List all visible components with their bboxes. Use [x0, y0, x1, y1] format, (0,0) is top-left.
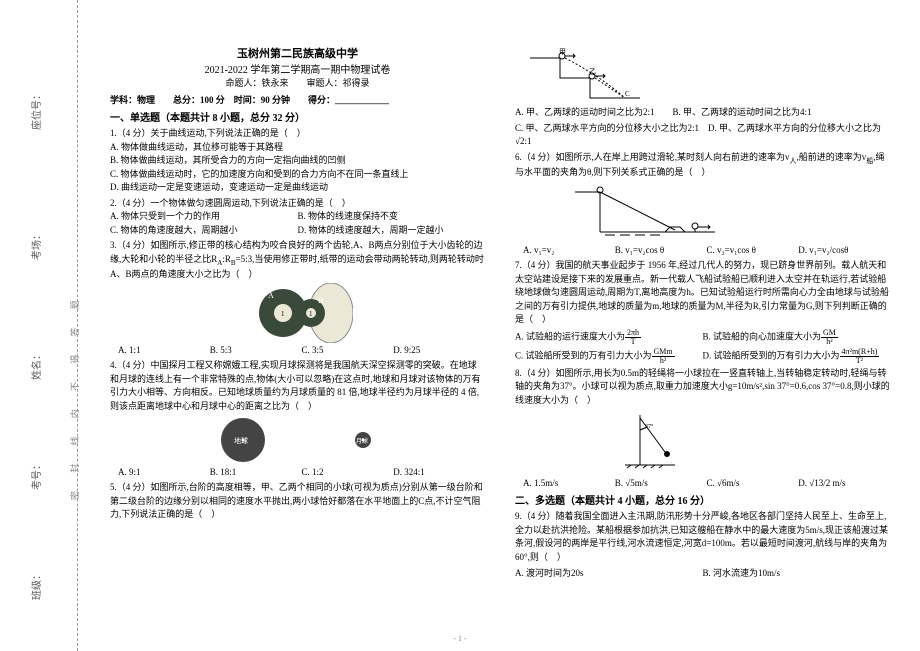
tape-figure: A B 1 1 — [243, 283, 353, 343]
q2-c: C. 物体的角速度越大，周期越小 — [110, 224, 298, 238]
q5r-cd: C. 甲、乙两球水平方向的分位移大小之比为2:1 D. 甲、乙两球水平方向的分位… — [515, 122, 890, 149]
q3-b: B. 5:3 — [210, 345, 302, 355]
binding-label-seat: 座位号： — [28, 90, 43, 130]
q4-b: B. 18:1 — [210, 467, 302, 477]
q6-b: B. v₁=v₂cos θ — [615, 245, 707, 255]
q7-ab: A. 试验船的运行速度大小为2πhT B. 试验船的向心加速度大小为GMh² — [515, 329, 890, 346]
q6-c: C. v₂=v₁cos θ — [707, 245, 799, 255]
svg-text:甲: 甲 — [559, 48, 566, 56]
svg-text:B: B — [318, 296, 323, 305]
q1-c: C. 物体做曲线运动时，它的加速度方向和受到的合力方向不在同一条直线上 — [110, 168, 485, 182]
q9-stem: 9.（4 分）随着我国全面进入主汛期,防汛形势十分严峻,各地区各部门坚持人民至上… — [515, 511, 888, 562]
q1-a: A. 物体做曲线运动，其位移可能等于其路程 — [110, 141, 485, 155]
q1: 1.（4 分）关于曲线运动,下列说法正确的是（ ） A. 物体做曲线运动，其位移… — [110, 127, 485, 195]
school-name: 玉树州第二民族高级中学 — [110, 45, 485, 61]
q2-b: B. 物体的线速度保持不变 — [298, 210, 486, 224]
q8-b: B. √5m/s — [615, 478, 707, 488]
q6: 6.（4 分）如图所示,人在岸上用跨过滑轮,某时刻人向右前进的速率为v人,船前进… — [515, 151, 890, 180]
page-number: - 1 - — [453, 634, 466, 643]
boat-figure — [575, 182, 715, 242]
pendulum-figure: 37° — [615, 410, 685, 475]
q5r-ab: A. 甲、乙两球的运动时间之比为2:1 B. 甲、乙两球的运动时间之比为4:1 — [515, 106, 890, 120]
page-left: 玉树州第二民族高级中学 2021-2022 学年第二学期高一期中物理试卷 命题人… — [105, 40, 490, 600]
q6-opts: A. v₁=v₂ B. v₁=v₂cos θ C. v₂=v₁cos θ D. … — [523, 245, 890, 255]
subject-info: 学科：物理 总分：100 分 时间：90 分钟 得分：____________ — [110, 93, 485, 106]
q3-a: A. 1:1 — [118, 345, 210, 355]
q3: 3.（4 分）如图所示,修正带的核心结构为咬合良好的两个齿轮,A、B两点分别位于… — [110, 239, 485, 281]
q4-stem: 4.（4 分）中国探月工程又称嫦娥工程,实现月球探测将是我国航天深空探测零的突破… — [110, 360, 481, 411]
page-right: 甲 乙 C A. 甲、乙两球的运动时间之比为2:1 B. 甲、乙两球的运动时间之… — [510, 40, 895, 600]
seal-line-text: 密 封 线 内 不 得 答 题 — [68, 292, 81, 500]
binding-margin: 班级： 考号： 姓名： 考场： 座位号： 密 封 线 内 不 得 答 题 — [18, 0, 78, 651]
q4-d: D. 324:1 — [393, 467, 485, 477]
q7-cd: C. 试验船所受到的万有引力大小为GMmh² D. 试验船所受到的万有引力大小为… — [515, 348, 890, 365]
q3-c: C. 3:5 — [302, 345, 394, 355]
q9-a: A. 渡河时间为20s — [515, 566, 703, 579]
exam-title: 2021-2022 学年第二学期高一期中物理试卷 — [110, 61, 485, 76]
section2-title: 二、多选题（本题共计 4 小题，总分 16 分） — [515, 492, 890, 507]
svg-text:37°: 37° — [645, 423, 654, 430]
q8-stem: 8.（4 分）如图所示,用长为0.5m的轻绳将一小球拉在一竖直转轴上,当转轴稳定… — [515, 368, 890, 405]
q4-c: C. 1:2 — [302, 467, 394, 477]
q8-opts: A. 1.5m/s B. √5m/s C. √6m/s D. √13/2 m/s — [523, 478, 890, 488]
q1-stem: 1.（4 分）关于曲线运动,下列说法正确的是（ ） — [110, 127, 485, 141]
q2-a: A. 物体只受到一个力的作用 — [110, 210, 298, 224]
title-block: 玉树州第二民族高级中学 2021-2022 学年第二学期高一期中物理试卷 命题人… — [110, 45, 485, 89]
q3-d: D. 9:25 — [393, 345, 485, 355]
q1-b: B. 物体做曲线运动，其所受合力的方向一定指向曲线的凹侧 — [110, 154, 485, 168]
q2: 2.（4 分）一个物体做匀速圆周运动,下列说法正确的是（ ） A. 物体只受到一… — [110, 197, 485, 238]
binding-label-id: 考号： — [28, 460, 43, 490]
binding-label-name: 姓名： — [28, 350, 43, 380]
svg-text:1: 1 — [309, 310, 313, 318]
section1-title: 一、单选题（本题共计 8 小题，总分 32 分） — [110, 109, 485, 124]
author-line: 命题人：铁永来 审题人：祁得录 — [110, 76, 485, 89]
q4: 4.（4 分）中国探月工程又称嫦娥工程,实现月球探测将是我国航天深空探测零的突破… — [110, 359, 485, 413]
q2-d: D. 物体的线速度越大，周期一定越小 — [298, 224, 486, 238]
q8-a: A. 1.5m/s — [523, 478, 615, 488]
q6-s2: ,船前进的速率为v — [797, 152, 867, 162]
binding-label-class: 班级： — [28, 570, 43, 600]
binding-label-room: 考场： — [28, 230, 43, 260]
q1-d: D. 曲线运动一定是变速运动，变速运动一定是曲线运动 — [110, 181, 485, 195]
q8: 8.（4 分）如图所示,用长为0.5m的轻绳将一小球拉在一竖直转轴上,当转轴稳定… — [515, 367, 890, 408]
q6-d: D. v₁=v₂/cosθ — [798, 245, 890, 255]
q3-opts: A. 1:1 B. 5:3 C. 3:5 D. 9:25 — [118, 345, 485, 355]
q8-d: D. √13/2 m/s — [798, 478, 890, 488]
q6-s1: 6.（4 分）如图所示,人在岸上用跨过滑轮,某时刻人向右前进的速率为v — [515, 152, 790, 162]
svg-text:C: C — [625, 90, 630, 98]
q7: 7.（4 分）我国的航天事业起步于 1956 年,经过几代人的努力，现已跻身世界… — [515, 259, 890, 327]
q9: 9.（4 分）随着我国全面进入主汛期,防汛形势十分严峻,各地区各部门坚持人民至上… — [515, 510, 890, 564]
q5-stem: 5.（4 分）如图所示,台阶的高度相等，甲、乙两个相同的小球(可视为质点)分别从… — [110, 482, 483, 519]
svg-text:乙: 乙 — [589, 68, 596, 76]
svg-text:1: 1 — [281, 310, 285, 318]
q9-ab: A. 渡河时间为20s B. 河水流速为10m/s — [515, 566, 890, 579]
planets-figure: 地球 月球 — [208, 415, 388, 465]
steps-figure: 甲 乙 C — [525, 48, 645, 103]
q4-a: A. 9:1 — [118, 467, 210, 477]
q8-c: C. √6m/s — [707, 478, 799, 488]
q2-stem: 2.（4 分）一个物体做匀速圆周运动,下列说法正确的是（ ） — [110, 197, 485, 211]
svg-text:地球: 地球 — [234, 436, 248, 445]
q5: 5.（4 分）如图所示,台阶的高度相等，甲、乙两个相同的小球(可视为质点)分别从… — [110, 481, 485, 522]
svg-text:A: A — [268, 291, 274, 300]
q4-opts: A. 9:1 B. 18:1 C. 1:2 D. 324:1 — [118, 467, 485, 477]
q6-a: A. v₁=v₂ — [523, 245, 615, 255]
q9-b: B. 河水流速为10m/s — [703, 566, 891, 579]
q7-stem: 7.（4 分）我国的航天事业起步于 1956 年,经过几代人的努力，现已跻身世界… — [515, 260, 889, 324]
